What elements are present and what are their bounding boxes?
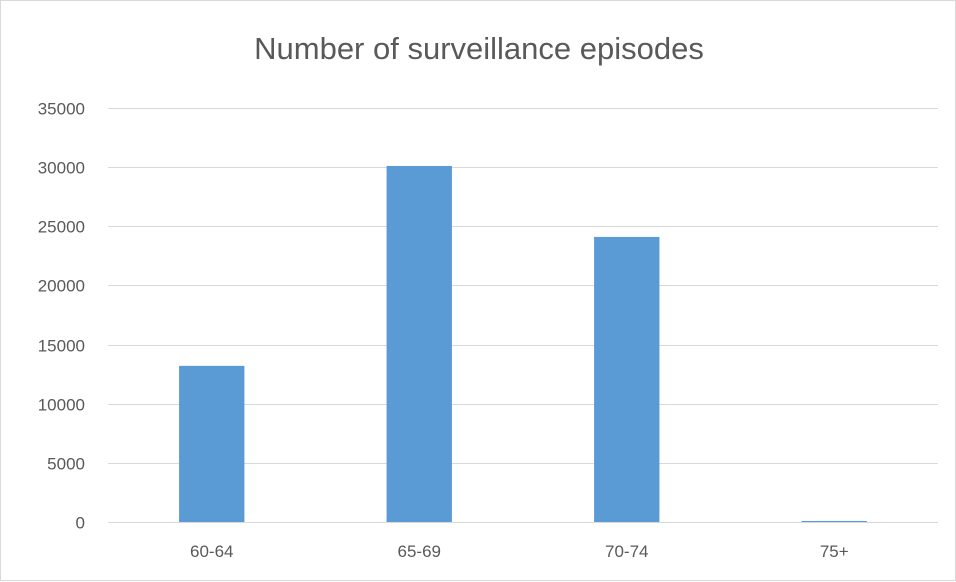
y-tick-label: 15000 [38,337,85,356]
x-tick-label: 60-64 [190,542,233,561]
bar-60-64 [179,365,245,522]
bar-65-69 [386,165,452,522]
y-tick-label: 30000 [38,159,85,178]
bar-75+ [801,521,867,522]
y-tick-label: 35000 [38,100,85,119]
y-tick-label: 10000 [38,396,85,415]
x-tick-label: 75+ [820,542,849,561]
x-tick-label: 65-69 [398,542,441,561]
grid-lines [108,108,938,523]
chart-title: Number of surveillance episodes [254,31,704,66]
y-tick-label: 0 [76,514,85,533]
y-tick-label: 5000 [47,455,85,474]
x-tick-label: 70-74 [605,542,648,561]
y-tick-label: 25000 [38,218,85,237]
y-tick-label: 20000 [38,277,85,296]
bar-70-74 [594,236,660,522]
x-axis-ticks: 60-64 65-69 70-74 75+ [190,542,849,561]
bars [179,165,867,522]
y-axis-ticks: 0 5000 10000 15000 20000 25000 30000 35000 [38,100,85,533]
